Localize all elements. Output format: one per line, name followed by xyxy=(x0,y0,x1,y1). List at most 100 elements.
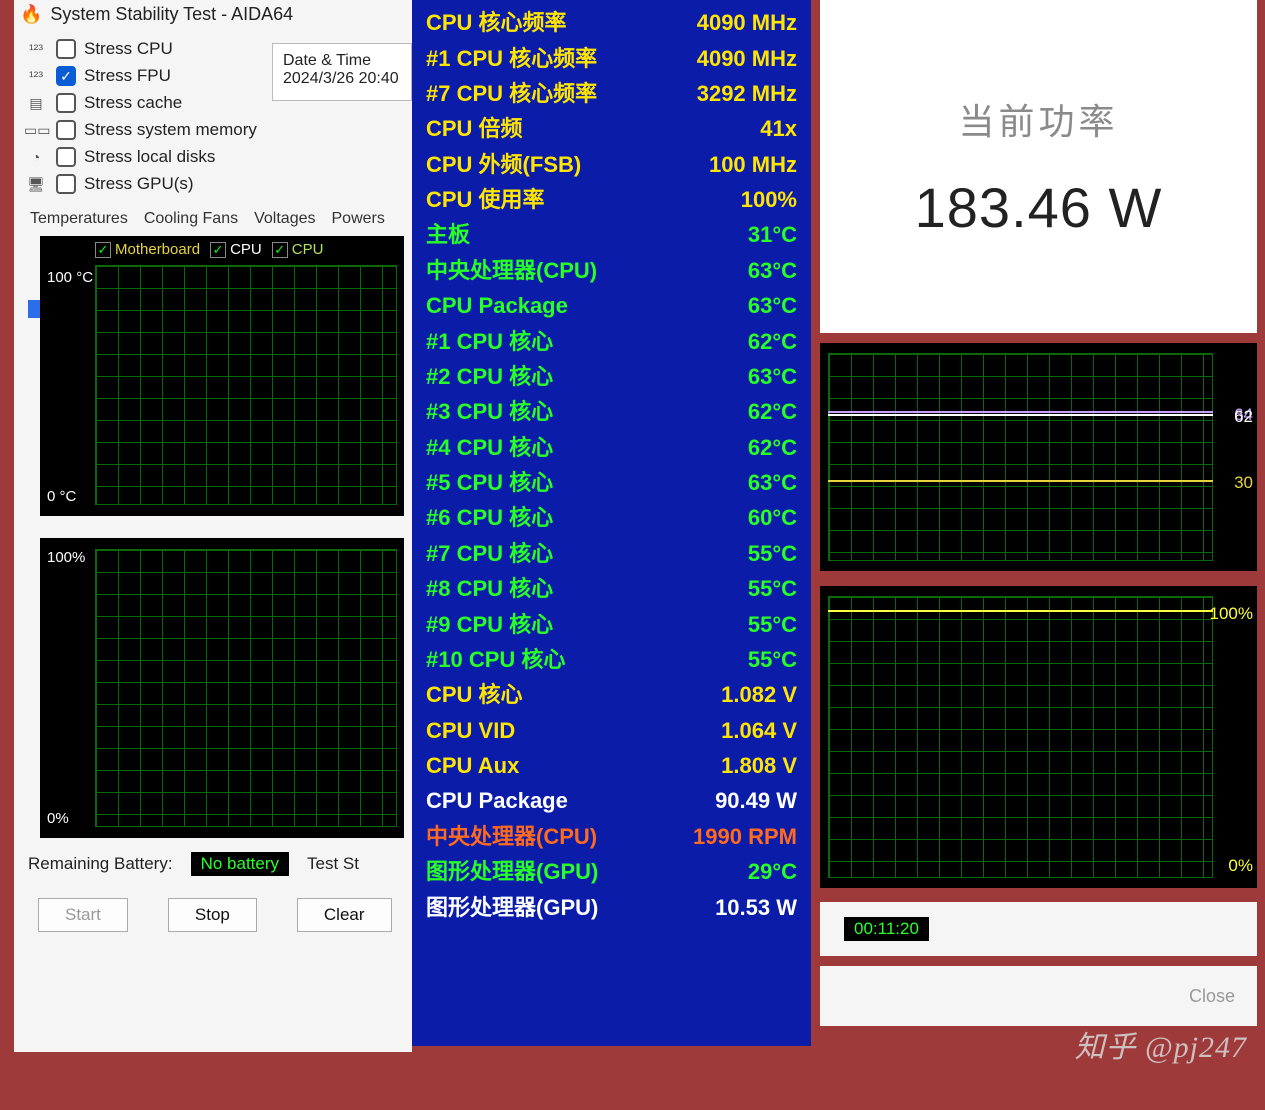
sensor-row: #3 CPU 核心62°C xyxy=(426,395,797,429)
y-bottom: 0% xyxy=(47,810,69,827)
app-icon: 🔥 xyxy=(20,4,42,25)
sensor-value: 29°C xyxy=(748,861,797,883)
sensor-label: CPU Aux xyxy=(426,755,519,777)
tab[interactable]: Cooling Fans xyxy=(140,206,242,232)
sensor-value: 1990 RPM xyxy=(693,826,797,848)
checkbox[interactable] xyxy=(56,174,76,194)
sensor-value: 3292 MHz xyxy=(697,83,797,105)
tab[interactable]: Voltages xyxy=(250,206,319,232)
sensor-value: 55°C xyxy=(748,649,797,671)
temp-line xyxy=(828,480,1213,482)
close-button[interactable]: Close xyxy=(1189,986,1235,1007)
sensor-value: 63°C xyxy=(748,472,797,494)
stress-option[interactable]: ¹²³ ✓ Stress FPU xyxy=(24,66,266,86)
option-label: Stress CPU xyxy=(84,39,173,59)
grid xyxy=(95,265,397,505)
close-row: Close xyxy=(820,966,1257,1026)
tab[interactable]: Temperatures xyxy=(26,206,132,232)
sensor-row: CPU 外频(FSB)100 MHz xyxy=(426,148,797,182)
stress-options: ¹²³ Stress CPU ¹²³ ✓ Stress FPU ▤ Stress c… xyxy=(14,29,272,200)
sensor-value: 41x xyxy=(760,118,797,140)
power-value: 183.46 W xyxy=(915,175,1163,240)
sensor-label: CPU Package xyxy=(426,790,568,812)
option-icon: ▤ xyxy=(24,95,48,112)
sensor-row: #9 CPU 核心55°C xyxy=(426,607,797,641)
option-icon: ¹²³ xyxy=(24,68,48,84)
checkbox[interactable] xyxy=(56,120,76,140)
sensor-value: 55°C xyxy=(748,578,797,600)
legend-checkbox[interactable] xyxy=(272,242,288,258)
option-label: Stress FPU xyxy=(84,66,171,86)
sensor-value: 4090 MHz xyxy=(697,48,797,70)
checkbox[interactable] xyxy=(56,93,76,113)
sensor-value: 62°C xyxy=(748,437,797,459)
clear-button[interactable]: Clear xyxy=(297,898,392,932)
temp-line-label: 30 xyxy=(1234,473,1253,493)
sensor-label: 主板 xyxy=(426,224,470,246)
sensor-label: #2 CPU 核心 xyxy=(426,366,553,388)
checkbox[interactable] xyxy=(56,147,76,167)
start-button[interactable]: Start xyxy=(38,898,128,932)
datetime-box: Date & Time 2024/3/26 20:40 xyxy=(272,43,412,101)
legend-label: CPU xyxy=(292,241,324,258)
stress-option[interactable]: ◔ Stress local disks xyxy=(24,147,266,167)
legend-item[interactable]: CPU xyxy=(210,241,262,258)
sensor-label: CPU 核心频率 xyxy=(426,12,567,34)
button-row: Start Stop Clear xyxy=(14,884,412,942)
sensor-row: CPU Aux1.808 V xyxy=(426,749,797,783)
elapsed-badge: 00:11:20 xyxy=(844,917,929,941)
option-icon: ◔ xyxy=(24,149,48,165)
sensor-label: 图形处理器(GPU) xyxy=(426,897,598,919)
sensor-label: 中央处理器(CPU) xyxy=(426,260,597,282)
datetime-label: Date & Time xyxy=(283,52,401,70)
sensor-value: 63°C xyxy=(748,260,797,282)
sensor-row: #1 CPU 核心频率 4090 MHz xyxy=(426,41,797,75)
watermark: 知乎 @pj247 xyxy=(1075,1022,1247,1066)
legend-item[interactable]: Motherboard xyxy=(95,241,200,258)
right-utilization-graph: 100% 0% xyxy=(820,586,1257,888)
tab[interactable]: Powers xyxy=(328,206,389,232)
stop-button[interactable]: Stop xyxy=(168,898,257,932)
stress-option[interactable]: ▭▭ Stress system memory xyxy=(24,120,266,140)
sensor-label: CPU VID xyxy=(426,720,515,742)
util-line xyxy=(828,610,1213,612)
sensor-label: #8 CPU 核心 xyxy=(426,578,553,600)
power-label: 当前功率 xyxy=(958,93,1118,145)
status-row: Remaining Battery: No battery Test St xyxy=(14,838,412,884)
sensor-row: CPU 使用率100% xyxy=(426,183,797,217)
elapsed-row: 00:11:20 xyxy=(820,902,1257,956)
sensor-row: 图形处理器(GPU)29°C xyxy=(426,855,797,889)
sensor-row: #4 CPU 核心62°C xyxy=(426,431,797,465)
option-icon: ▭▭ xyxy=(24,122,48,139)
sensor-label: #1 CPU 核心频率 xyxy=(426,48,597,70)
sensor-label: CPU 使用率 xyxy=(426,189,545,211)
datetime-value: 2024/3/26 20:40 xyxy=(283,70,401,88)
sensor-row: CPU 核心频率4090 MHz xyxy=(426,6,797,40)
sensor-panel: CPU 核心频率4090 MHz #1 CPU 核心频率 4090 MHz #7 CP… xyxy=(412,0,811,1046)
stress-option[interactable]: ▤ Stress cache xyxy=(24,93,266,113)
sensor-value: 63°C xyxy=(748,366,797,388)
y-top: 100% xyxy=(47,549,85,566)
stress-option[interactable]: 🖥 Stress GPU(s) xyxy=(24,174,266,194)
legend-item[interactable]: CPU xyxy=(272,241,324,258)
checkbox[interactable]: ✓ xyxy=(56,66,76,86)
legend-checkbox[interactable] xyxy=(210,242,226,258)
checkbox[interactable] xyxy=(56,39,76,59)
window-title: System Stability Test - AIDA64 xyxy=(50,4,293,25)
sensor-label: 中央处理器(CPU) xyxy=(426,826,597,848)
sensor-value: 1.064 V xyxy=(721,720,797,742)
sensor-label: #5 CPU 核心 xyxy=(426,472,553,494)
sensor-label: #1 CPU 核心 xyxy=(426,331,553,353)
option-icon: 🖥 xyxy=(24,176,48,193)
stress-option[interactable]: ¹²³ Stress CPU xyxy=(24,39,266,59)
sensor-label: CPU 核心 xyxy=(426,684,523,706)
sensor-row: CPU 倍频41x xyxy=(426,112,797,146)
legend-checkbox[interactable] xyxy=(95,242,111,258)
sensor-label: #7 CPU 核心频率 xyxy=(426,83,597,105)
battery-badge: No battery xyxy=(191,852,289,876)
test-status-label: Test St xyxy=(307,854,359,874)
sensor-row: CPU 核心1.082 V xyxy=(426,678,797,712)
sensor-row: CPU Package63°C xyxy=(426,289,797,323)
sensor-label: #3 CPU 核心 xyxy=(426,401,553,423)
legend-label: Motherboard xyxy=(115,241,200,258)
